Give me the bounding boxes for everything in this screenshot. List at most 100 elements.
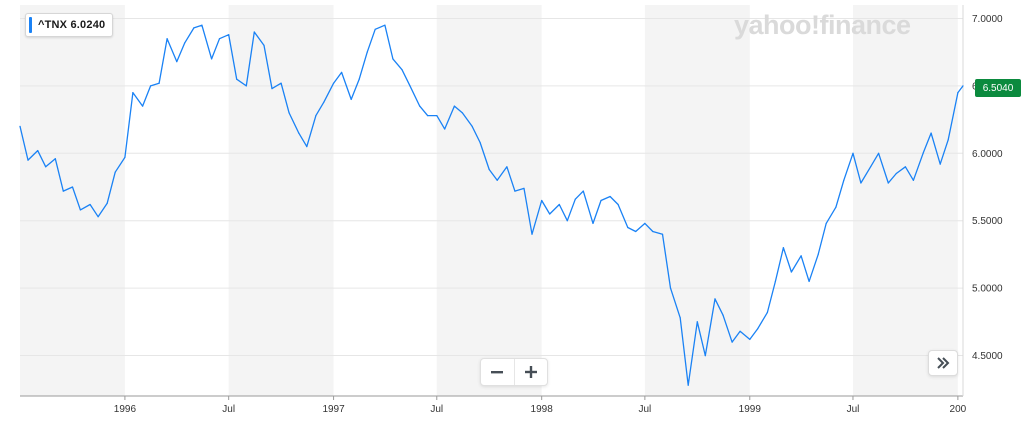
data-point (384, 24, 386, 26)
data-point (930, 132, 932, 134)
data-point (89, 203, 91, 206)
data-point (541, 199, 543, 202)
data-point (341, 71, 343, 73)
data-point (739, 330, 741, 332)
background-band (436, 5, 542, 396)
data-point (479, 141, 481, 144)
series-line (19, 24, 964, 386)
legend-label: ^TNX 6.0240 (38, 19, 106, 31)
x-tick-label: Jul (222, 404, 235, 415)
data-point (271, 88, 273, 90)
data-point (496, 179, 498, 181)
data-point (912, 179, 915, 181)
data-point (54, 158, 56, 160)
data-point (947, 139, 949, 141)
data-point (366, 51, 368, 53)
data-point (374, 28, 376, 30)
data-point (471, 125, 473, 127)
background-band (228, 5, 334, 396)
data-point (617, 203, 619, 206)
data-point (71, 186, 74, 188)
data-point (582, 190, 584, 192)
zoom-controls (480, 358, 548, 386)
data-point (201, 24, 203, 26)
data-point (782, 247, 785, 249)
data-point (774, 280, 777, 282)
data-point (696, 321, 698, 323)
data-point (409, 85, 411, 87)
y-tick-label: 4.5000 (972, 351, 1003, 362)
data-point (687, 384, 689, 386)
data-point (878, 152, 880, 154)
data-point (184, 42, 186, 44)
data-point (895, 172, 897, 175)
data-point (263, 44, 265, 47)
data-point (922, 152, 924, 154)
data-point (870, 166, 872, 168)
data-point (193, 27, 195, 29)
data-point (488, 168, 490, 171)
data-point (245, 85, 247, 87)
data-point (574, 198, 576, 200)
scroll-to-latest-button[interactable] (928, 350, 958, 376)
series-legend[interactable]: ^TNX 6.0240 (25, 13, 114, 37)
data-point (962, 85, 964, 87)
x-tick-label: 1999 (739, 404, 762, 415)
data-point (808, 280, 810, 282)
data-point (106, 202, 108, 204)
data-point (114, 171, 116, 173)
data-point (843, 179, 845, 181)
x-tick-label: 200 (950, 404, 967, 415)
y-tick-label: 5.0000 (972, 284, 1003, 295)
data-point (757, 328, 759, 330)
data-point (661, 233, 664, 235)
data-point (427, 115, 429, 117)
data-point (749, 338, 751, 340)
data-point (852, 152, 854, 154)
data-point (549, 213, 551, 215)
data-point (218, 38, 221, 40)
background-band (20, 5, 125, 396)
data-point (860, 182, 862, 184)
data-point (704, 355, 706, 357)
data-point (211, 58, 213, 60)
data-point (315, 115, 317, 117)
data-point (790, 271, 793, 273)
data-point (158, 82, 160, 84)
data-point (506, 166, 508, 168)
data-point (957, 92, 959, 94)
data-point (514, 190, 516, 192)
data-point (558, 203, 560, 206)
data-point (27, 159, 29, 161)
data-point (644, 222, 646, 224)
zoom-in-button[interactable] (513, 359, 548, 385)
data-point (453, 105, 455, 107)
yahoo-finance-watermark: yahoo!finance (734, 10, 911, 40)
plus-icon (524, 366, 537, 378)
data-point (124, 156, 126, 158)
x-tick-label: Jul (638, 404, 651, 415)
data-point (253, 31, 255, 33)
data-point (150, 85, 152, 87)
data-point (444, 128, 446, 130)
data-point (609, 195, 611, 198)
data-point (306, 146, 308, 148)
background-band (852, 5, 958, 396)
data-point (939, 163, 941, 165)
x-tick-label: 1997 (322, 404, 345, 415)
zoom-out-button[interactable] (481, 359, 514, 385)
x-tick-label: Jul (847, 404, 860, 415)
data-point (592, 222, 594, 224)
data-point (531, 233, 533, 235)
y-tick-label: 5.5000 (972, 216, 1003, 227)
last-price-badge: 6.5040 (975, 79, 1021, 97)
data-point (800, 255, 802, 257)
data-point (176, 61, 178, 63)
data-point (669, 287, 672, 289)
data-point (166, 38, 168, 40)
data-point (97, 216, 99, 218)
data-point (37, 150, 39, 152)
x-tick-label: Jul (430, 404, 443, 415)
data-point (228, 34, 230, 36)
data-point (825, 222, 827, 224)
